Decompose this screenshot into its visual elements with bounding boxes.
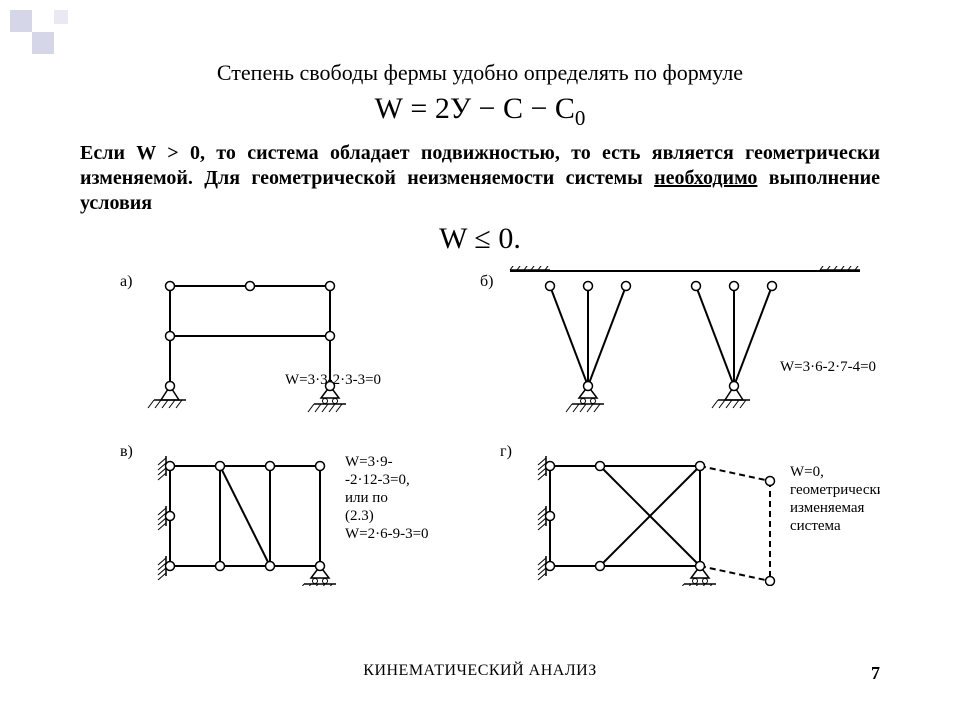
- svg-text:W=2·6-9-3=0: W=2·6-9-3=0: [345, 526, 429, 542]
- svg-text:а): а): [120, 273, 132, 290]
- svg-text:система: система: [790, 518, 841, 534]
- page-number: 7: [871, 663, 880, 684]
- truss-diagrams-svg: а) W=3·3-2·3-3=0 б) W=3·6-2·7-4=0 в) W=3·9- -2…: [80, 266, 880, 586]
- figures-panel: а) W=3·3-2·3-3=0 б) W=3·6-2·7-4=0 в) W=3·9- -2…: [80, 266, 880, 586]
- lead-text: Степень свободы фермы удобно определять …: [80, 60, 880, 86]
- body-paragraph: Если W > 0, то система обладает подвижно…: [80, 141, 880, 216]
- formula-main: W = 2У − С − С0: [80, 92, 880, 131]
- svg-text:W=0,: W=0,: [790, 464, 824, 480]
- svg-text:или по: или по: [345, 490, 388, 506]
- svg-text:W=3·3-2·3-3=0: W=3·3-2·3-3=0: [285, 372, 381, 388]
- svg-text:геометрически: геометрически: [790, 482, 880, 498]
- svg-text:изменяемая: изменяемая: [790, 500, 865, 516]
- formula-condition: W ≤ 0.: [80, 222, 880, 256]
- svg-text:W=3·6-2·7-4=0: W=3·6-2·7-4=0: [780, 359, 876, 375]
- svg-text:-2·12-3=0,: -2·12-3=0,: [345, 472, 410, 488]
- svg-text:б): б): [480, 273, 493, 290]
- footer-title: КИНЕМАТИЧЕСКИЙ АНАЛИЗ: [0, 662, 960, 680]
- svg-text:г): г): [500, 443, 512, 460]
- svg-text:в): в): [120, 443, 133, 460]
- slide-decoration: [10, 10, 90, 60]
- svg-text:W=3·9-: W=3·9-: [345, 454, 393, 470]
- svg-text:(2.3): (2.3): [345, 508, 374, 524]
